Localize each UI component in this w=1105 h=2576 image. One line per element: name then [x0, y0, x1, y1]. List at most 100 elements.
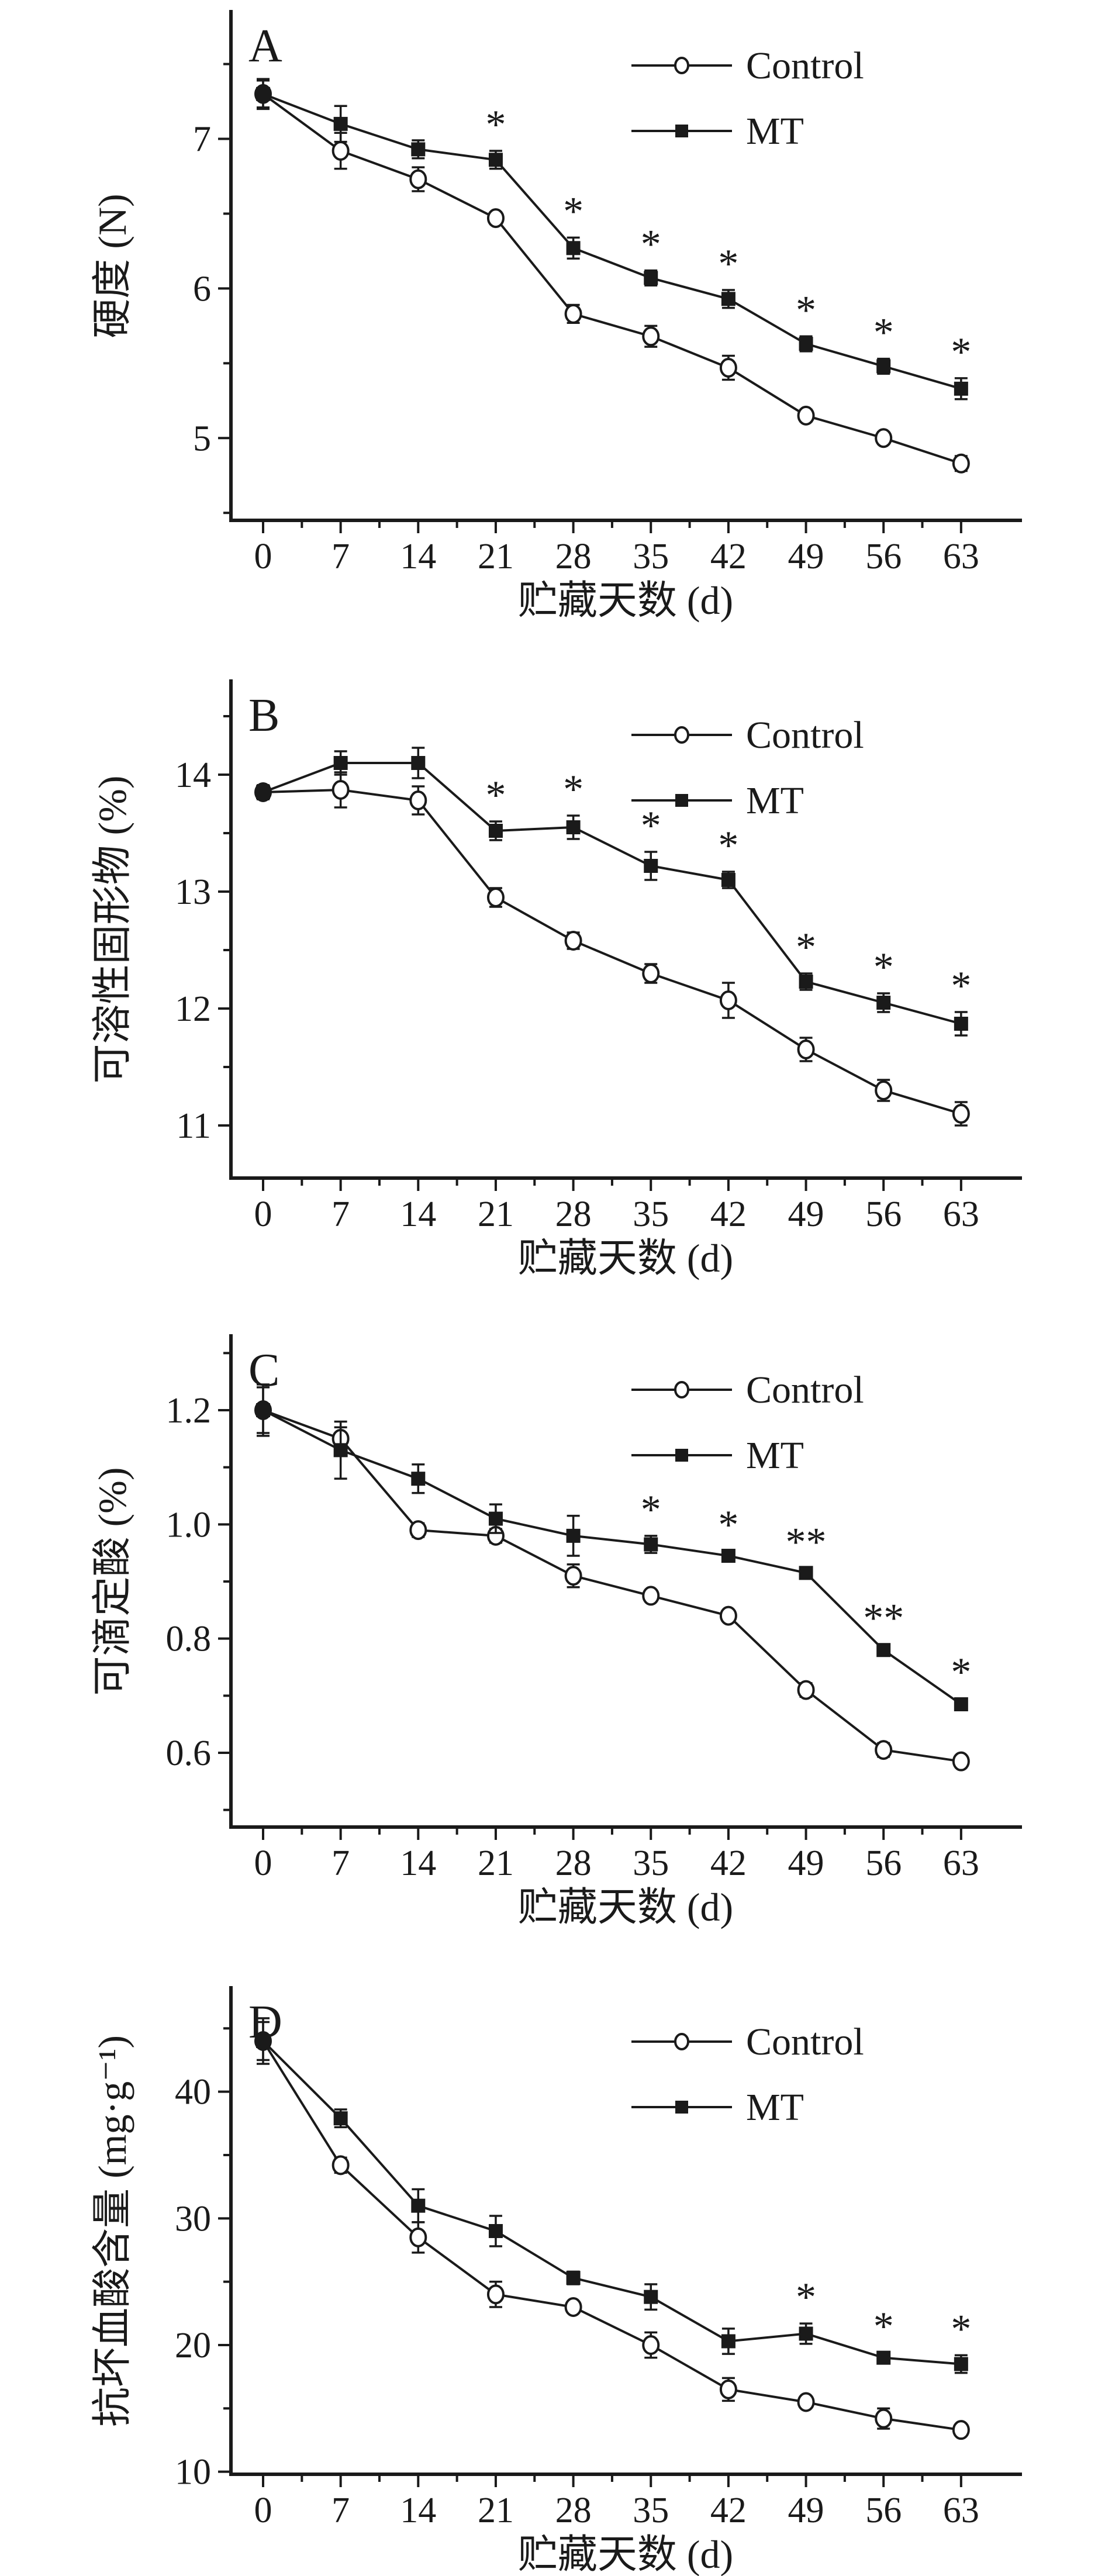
legend-label: Control — [746, 1369, 864, 1411]
data-point-circle — [797, 405, 815, 426]
series-mt: * * * * * * * — [256, 79, 971, 400]
data-point-circle — [719, 1605, 737, 1626]
axis-spines — [229, 1986, 1022, 2476]
data-point-square — [876, 359, 891, 374]
x-tick-label: 7 — [332, 537, 350, 576]
data-point-circle — [409, 2227, 427, 2247]
y-tick-label: 11 — [176, 1106, 211, 1146]
axes — [229, 1334, 1022, 1829]
data-point-day0-overlap — [254, 1400, 272, 1420]
data-point-circle — [486, 2284, 505, 2305]
significance-asterisk: * — [641, 1487, 661, 1532]
significance-asterisk: * — [951, 964, 971, 1009]
series-control — [254, 1383, 970, 1772]
data-point-square — [644, 271, 658, 285]
data-point-square — [411, 1472, 426, 1486]
data-point-square — [954, 2357, 968, 2371]
chart-panel-c: 0.6 0.8 1.0 1.2 0 7 14 21 28 35 42 49 56 63 贮藏天数 (d) 可滴… — [0, 1286, 1105, 1941]
y-axis: 11 12 13 14 — [175, 715, 231, 1146]
significance-asterisk: * — [563, 189, 583, 234]
markers — [254, 84, 970, 474]
y-tick-label: 13 — [175, 872, 211, 912]
legend-label: MT — [746, 110, 804, 153]
legend-item-mt: MT — [631, 779, 804, 822]
significance-asterisk: ** — [863, 1596, 904, 1641]
data-point-square — [876, 996, 891, 1010]
x-tick-label: 0 — [254, 537, 272, 576]
x-tick-label: 28 — [555, 537, 592, 576]
legend: Control MT — [631, 2021, 864, 2129]
error-bars — [257, 2021, 968, 2374]
x-tick-label: 49 — [788, 2491, 824, 2530]
data-point-circle — [797, 1040, 815, 1059]
markers — [256, 87, 968, 396]
data-point-square — [721, 292, 735, 306]
legend-label: MT — [746, 2086, 804, 2129]
data-point-square — [411, 756, 426, 770]
x-tick-label: 7 — [332, 1843, 350, 1883]
data-point-circle — [719, 2379, 737, 2399]
x-tick-label: 42 — [710, 537, 747, 576]
data-point-square — [644, 2290, 658, 2304]
x-tick-label: 35 — [633, 1194, 669, 1234]
significance-asterisk: * — [796, 2275, 816, 2320]
data-point-day0-overlap — [254, 782, 272, 802]
data-point-square — [333, 2111, 348, 2126]
significance-asterisk: * — [563, 767, 583, 812]
markers — [254, 2031, 970, 2440]
data-point-square — [488, 824, 503, 838]
legend-marker-square — [675, 2101, 688, 2114]
error-bars — [257, 79, 968, 400]
x-axis-label: 贮藏天数 (d) — [518, 2532, 733, 2576]
y-axis-label: 抗坏血酸含量 (mg·g⁻¹) — [90, 2035, 134, 2427]
data-point-square — [954, 1017, 968, 1031]
series-control — [254, 78, 970, 474]
x-axis-label: 贮藏天数 (d) — [518, 578, 733, 623]
data-point-square — [333, 1443, 348, 1458]
data-point-square — [644, 859, 658, 873]
significance-asterisk: * — [796, 925, 816, 970]
x-tick-label: 14 — [400, 1843, 436, 1883]
legend-label: Control — [746, 714, 864, 757]
data-point-square — [954, 381, 968, 396]
chart-panel-d: 10 20 30 40 0 7 14 21 28 35 42 49 56 63 贮藏天数 (d) 抗坏血酸含量… — [0, 1941, 1105, 2576]
y-tick-label: 10 — [175, 2453, 211, 2492]
y-tick-label: 6 — [193, 269, 211, 309]
significance-asterisk: * — [718, 241, 738, 286]
data-point-square — [333, 116, 348, 131]
x-tick-label: 49 — [788, 537, 824, 576]
y-tick-label: 30 — [175, 2199, 211, 2239]
data-point-circle — [875, 2408, 893, 2429]
series-line — [263, 1409, 962, 1705]
significance-asterisk: ** — [786, 1520, 827, 1565]
legend-item-control: Control — [631, 1369, 864, 1411]
y-tick-label: 5 — [193, 419, 211, 458]
chart-panel-b: 11 12 13 14 0 7 14 21 28 35 42 49 56 63 贮藏天数 (d) 可溶性固形物… — [0, 643, 1105, 1286]
legend-marker-square — [675, 1449, 688, 1462]
series-line — [262, 2040, 962, 2366]
significance-asterisk: * — [796, 288, 816, 333]
error-bars — [257, 78, 968, 472]
legend-item-mt: MT — [631, 2086, 804, 2129]
y-axis-label: 可溶性固形物 (%) — [90, 776, 134, 1084]
significance-markers: ******* — [641, 1487, 972, 1695]
y-tick-label: 12 — [175, 989, 211, 1029]
data-point-square — [721, 2334, 735, 2349]
data-point-day0-overlap — [254, 2031, 272, 2051]
markers — [254, 780, 970, 1124]
data-point-square — [566, 820, 581, 834]
panel-label: B — [248, 690, 279, 741]
x-tick-label: 49 — [788, 1843, 824, 1883]
data-point-circle — [952, 2420, 970, 2440]
x-tick-label: 35 — [633, 1843, 669, 1883]
data-point-square — [954, 1697, 968, 1711]
x-tick-label: 14 — [400, 537, 436, 576]
x-tick-label: 21 — [478, 1843, 514, 1883]
x-axis-label: 贮藏天数 (d) — [518, 1885, 733, 1929]
data-point-circle — [719, 358, 737, 378]
significance-asterisk: * — [873, 2304, 894, 2349]
significance-markers: * * * — [796, 2275, 971, 2351]
data-point-circle — [642, 2335, 660, 2355]
series-mt: * * * * * * * — [256, 747, 971, 1037]
significance-markers: ******* — [485, 102, 971, 375]
